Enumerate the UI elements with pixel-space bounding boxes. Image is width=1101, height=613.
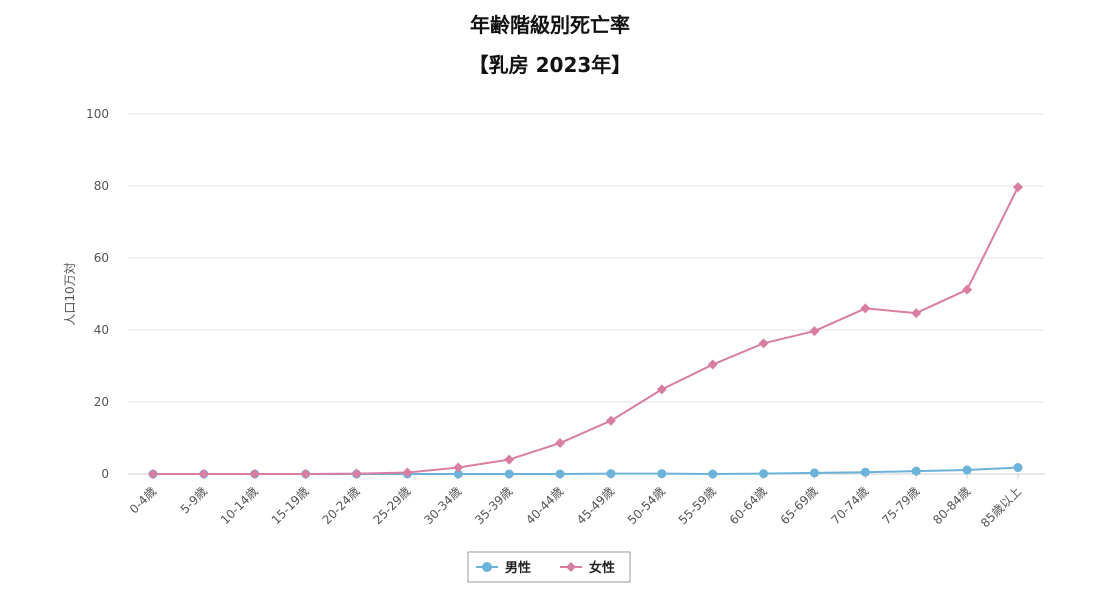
x-tick-label: 65-69歳	[778, 484, 821, 527]
data-point	[555, 438, 566, 449]
data-point	[453, 462, 464, 473]
y-tick-label: 100	[86, 107, 109, 121]
data-point	[656, 384, 667, 395]
series-layer	[148, 182, 1023, 479]
y-tick-label: 20	[94, 395, 109, 409]
y-tick-label: 40	[94, 323, 109, 337]
x-tick-label: 55-59歳	[676, 484, 719, 527]
data-point	[1013, 463, 1023, 473]
series-female	[148, 182, 1023, 479]
legend-swatch-female-marker	[566, 562, 576, 572]
chart-subtitle: 【乳房 2023年】	[469, 53, 632, 77]
data-point	[300, 469, 311, 479]
data-point	[809, 326, 820, 337]
chart-title: 年齢階級別死亡率	[470, 13, 630, 37]
x-tick-label: 25-29歳	[370, 484, 413, 527]
data-point	[148, 469, 158, 479]
x-tick-label: 0-4歳	[127, 484, 159, 516]
y-axis-label: 人口10万対	[63, 262, 77, 325]
gridlines	[128, 113, 1045, 475]
data-point	[249, 469, 260, 479]
y-tick-label: 80	[94, 179, 109, 193]
x-tick-label: 45-49歳	[574, 484, 617, 527]
data-point	[708, 469, 718, 479]
data-point	[758, 338, 769, 349]
y-tick-label: 0	[101, 467, 109, 481]
x-tick-label: 35-39歳	[472, 484, 515, 527]
legend-item-male[interactable]: 男性	[476, 560, 531, 576]
data-point	[1013, 182, 1023, 193]
data-point	[707, 359, 718, 370]
x-tick-label: 30-34歳	[421, 484, 464, 527]
legend-swatch-male-marker	[482, 562, 492, 572]
y-tick-label: 60	[94, 251, 109, 265]
data-point	[962, 284, 973, 295]
data-point	[657, 469, 667, 479]
data-point	[402, 467, 413, 478]
legend-item-female[interactable]: 女性	[560, 560, 615, 576]
x-tick-label: 60-64歳	[727, 484, 770, 527]
series-male	[148, 463, 1023, 479]
data-point	[759, 469, 769, 479]
y-axis-ticks: 0 20 40 60 80 100	[86, 107, 109, 481]
x-tick-label: 40-44歳	[523, 484, 566, 527]
x-tick-label: 85歳以上	[978, 484, 1024, 530]
data-point	[606, 469, 616, 479]
x-tick-label: 5-9歳	[178, 484, 210, 516]
data-point	[605, 415, 616, 426]
x-tick-label: 10-14歳	[218, 484, 261, 527]
x-axis-ticks: 0-4歳 5-9歳 10-14歳 15-19歳 20-24歳 25-29歳 30-34歳 35…	[127, 474, 1024, 530]
data-point	[555, 469, 565, 479]
legend-label-female: 女性	[589, 560, 615, 576]
x-tick-label: 15-19歳	[269, 484, 312, 527]
data-point	[453, 469, 463, 479]
data-point	[504, 454, 515, 465]
x-tick-label: 50-54歳	[625, 484, 668, 527]
x-tick-label: 20-24歳	[320, 484, 363, 527]
data-point	[504, 469, 514, 479]
x-tick-label: 80-84歳	[930, 484, 973, 527]
data-point	[911, 466, 921, 476]
data-point	[911, 308, 922, 319]
legend: 男性 女性	[467, 551, 631, 583]
data-point	[198, 469, 209, 479]
data-point	[860, 467, 870, 477]
data-point	[860, 303, 871, 314]
x-tick-label: 75-79歳	[879, 484, 922, 527]
data-point	[962, 465, 972, 475]
series-line	[153, 186, 1019, 475]
legend-label-male: 男性	[505, 560, 531, 576]
x-tick-label: 70-74歳	[828, 484, 871, 527]
data-point	[809, 468, 819, 478]
data-point	[351, 468, 362, 479]
